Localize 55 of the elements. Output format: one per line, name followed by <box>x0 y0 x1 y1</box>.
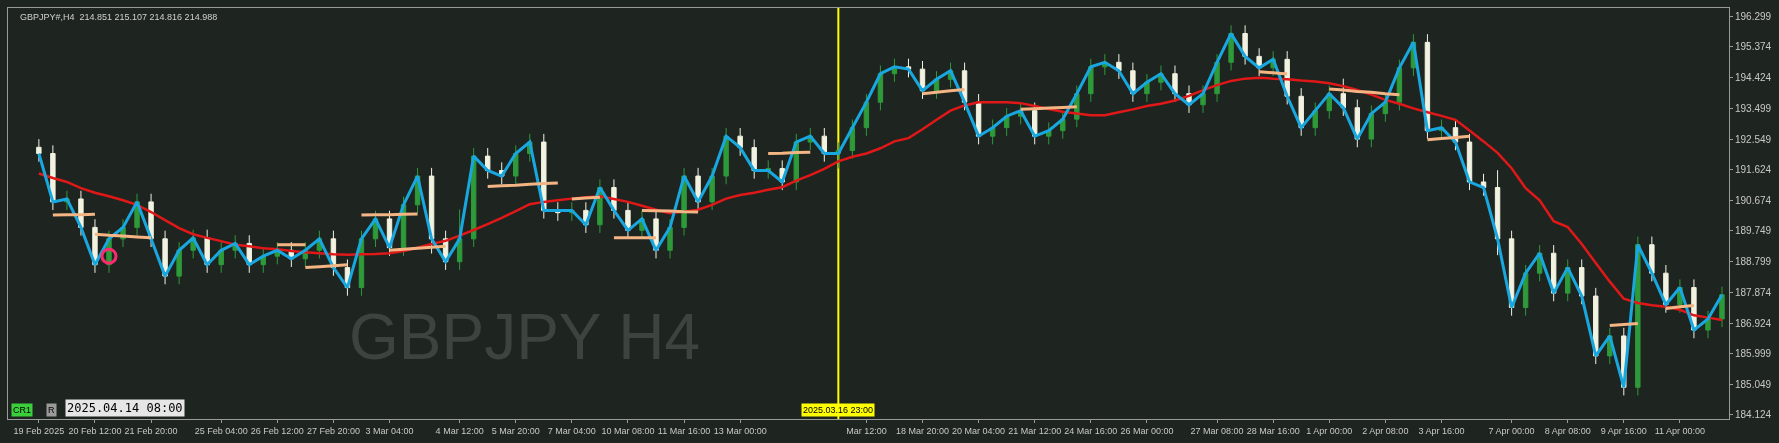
candlestick <box>1242 24 1248 66</box>
x-tick-label: 11 Mar 16:00 <box>657 425 711 436</box>
candlestick <box>1705 310 1711 339</box>
y-tick-label: 186.924 <box>1735 317 1772 329</box>
annotation: 2025.04.14 08:00 <box>67 401 183 415</box>
y-tick-label: 193.499 <box>1735 102 1772 114</box>
line-series <box>37 32 1724 389</box>
y-tick-label: 195.374 <box>1735 41 1772 53</box>
x-tick-label: 7 Mar 04:00 <box>547 425 596 436</box>
candlestick <box>1340 78 1346 117</box>
x-tick-label: 25 Feb 04:00 <box>194 425 248 436</box>
candlestick <box>709 167 715 211</box>
y-tick-label: 185.049 <box>1735 378 1772 390</box>
x-tick-label: 4 Mar 12:00 <box>435 425 484 436</box>
x-tick-label: 10 Mar 08:00 <box>601 425 655 436</box>
candlestick <box>1312 101 1318 137</box>
x-tick-label: 3 Apr 16:00 <box>1418 425 1465 436</box>
y-tick-label: 187.874 <box>1735 286 1772 298</box>
x-tick-label: 1 Apr 00:00 <box>1306 425 1353 436</box>
x-tick-label: 20 Feb 12:00 <box>68 425 122 436</box>
y-tick-label: 185.999 <box>1735 347 1772 359</box>
y-tick-label: 196.299 <box>1735 11 1772 23</box>
text: CR1 <box>13 405 32 415</box>
y-tick-label: 194.424 <box>1735 72 1772 84</box>
y-tick-label: 184.124 <box>1735 409 1772 421</box>
x-tick-label: 26 Mar 00:00 <box>1120 425 1174 436</box>
candlestick <box>1368 104 1375 148</box>
x-tick-label: 26 Feb 12:00 <box>250 425 304 436</box>
x-tick-label: 8 Apr 08:00 <box>1544 425 1591 436</box>
y-tick-label: 192.549 <box>1735 133 1772 145</box>
x-tick-label: 9 Apr 16:00 <box>1600 425 1647 436</box>
x-tick-label: 27 Feb 20:00 <box>306 425 360 436</box>
x-tick-label: 11 Apr 00:00 <box>1654 425 1706 436</box>
x-tick-label: 20 Mar 04:00 <box>952 425 1006 436</box>
x-tick-label: 21 Mar 12:00 <box>1008 425 1062 436</box>
annotation: GBPJPY#,H4 214.851 215.107 214.816 214.988 <box>20 12 218 22</box>
x-tick-label: 13 Mar 00:00 <box>713 425 767 436</box>
x-tick-label: 19 Feb 2025 <box>13 425 65 436</box>
y-tick-label: 188.799 <box>1735 256 1772 268</box>
x-tick-label: 2025.03.16 23:00 <box>803 405 874 415</box>
x-tick-label: 18 Mar 20:00 <box>895 425 950 436</box>
x-tick-label: Mar 12:00 <box>846 425 887 436</box>
x-tick-label: 21 Feb 20:00 <box>124 425 178 436</box>
x-tick-label: 5 Mar 20:00 <box>491 425 540 436</box>
x-tick-label: 3 Mar 04:00 <box>365 425 414 436</box>
y-tick-label: 189.749 <box>1735 225 1772 237</box>
x-tick-label: 2 Apr 08:00 <box>1362 425 1409 436</box>
candlestick <box>36 138 42 163</box>
y-tick-label: 190.674 <box>1735 194 1772 206</box>
x-tick-label: 24 Mar 16:00 <box>1064 425 1118 436</box>
y-tick-label: 191.624 <box>1735 163 1772 175</box>
annotation: R <box>48 405 55 415</box>
x-tick-label: 28 Mar 16:00 <box>1246 425 1300 436</box>
x-tick-label: 7 Apr 00:00 <box>1488 425 1535 436</box>
x-tick-label: 27 Mar 08:00 <box>1190 425 1244 436</box>
